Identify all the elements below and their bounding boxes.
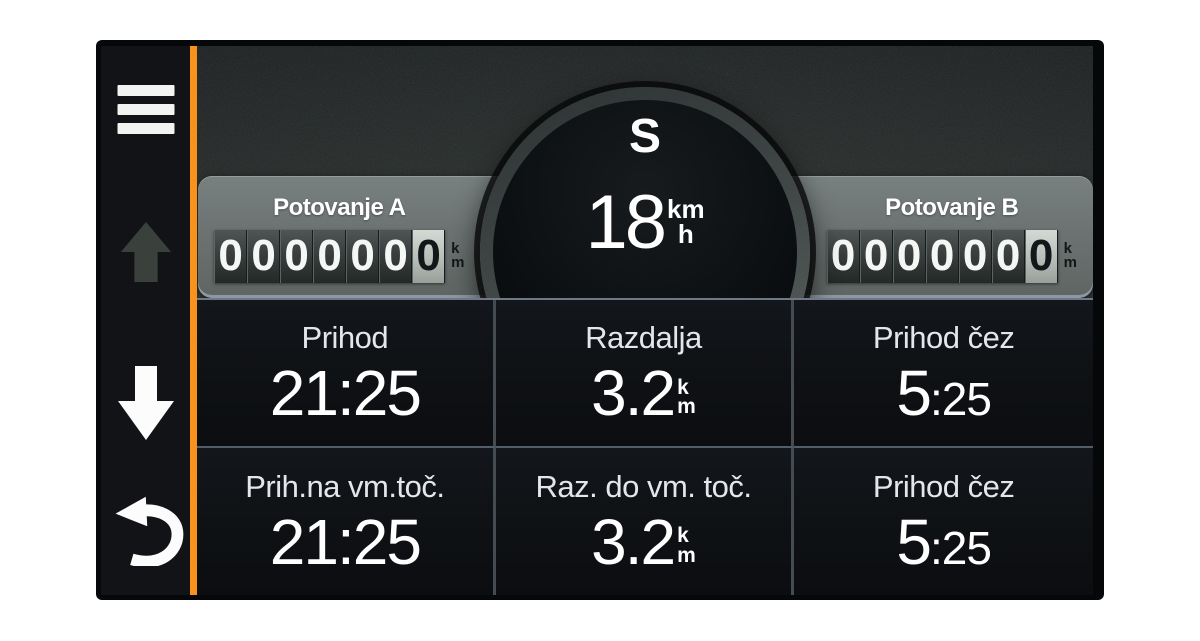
field-label: Prihod [301, 320, 389, 356]
field-label: Prihod čez [872, 320, 1015, 356]
odometer-digit: 0 [280, 229, 314, 283]
odometer-digits: 0 0 0 0 0 0 0 [214, 229, 446, 283]
field-label: Prih.na vm.toč. [245, 468, 445, 504]
odometer-digit-last: 0 [412, 229, 446, 283]
menu-button[interactable] [117, 85, 174, 134]
arrow-up-icon [120, 222, 171, 282]
field-value: 21:25 [269, 505, 422, 578]
odometer-digit-last: 0 [1024, 229, 1058, 283]
trip-a-label: Potovanje A [273, 193, 406, 221]
odometer-digit: 0 [826, 229, 860, 283]
odometer-digit: 0 [925, 229, 959, 283]
odometer-digits: 0 0 0 0 0 0 0 [826, 229, 1058, 283]
speed-value: 18 [585, 180, 667, 265]
odometer-digit: 0 [958, 229, 992, 283]
trip-b-label: Potovanje B [885, 193, 1019, 221]
field-label: Prihod čez [872, 468, 1015, 504]
sidebar [101, 46, 190, 595]
odometer-digit: 0 [214, 229, 248, 283]
odometer-digit: 0 [991, 229, 1025, 283]
field-label: Razdalja [585, 320, 702, 356]
back-button[interactable] [111, 496, 185, 568]
field-label: Raz. do vm. toč. [535, 468, 752, 504]
scroll-down-button[interactable] [117, 366, 174, 440]
accent-stripe [190, 46, 197, 595]
odometer-digit: 0 [379, 229, 413, 283]
odometer-digit: 0 [346, 229, 380, 283]
odometer-digit: 0 [859, 229, 893, 283]
field-value: 21:25 [269, 357, 422, 430]
field-time-to-via-point[interactable]: Prihod čez 5:25 [794, 447, 1093, 595]
arrow-down-icon [117, 366, 174, 440]
field-time-to-arrival[interactable]: Prihod čez 5:25 [794, 300, 1093, 448]
field-arrival[interactable]: Prihod 21:25 [197, 300, 496, 448]
scroll-up-button[interactable] [120, 222, 172, 282]
speed-readout: 18 km h [480, 185, 810, 261]
odometer-digit: 0 [892, 229, 926, 283]
field-value: 5:25 [896, 505, 992, 578]
speed-unit: km h [666, 194, 705, 249]
odometer-digit: 0 [313, 229, 347, 283]
field-value: 5:25 [896, 357, 992, 430]
menu-icon [117, 85, 174, 134]
odometer-digit: 0 [247, 229, 281, 283]
field-arrival-via-point[interactable]: Prih.na vm.toč. 21:25 [197, 447, 496, 595]
back-undo-icon [115, 496, 184, 568]
compass-heading: S [628, 110, 661, 163]
